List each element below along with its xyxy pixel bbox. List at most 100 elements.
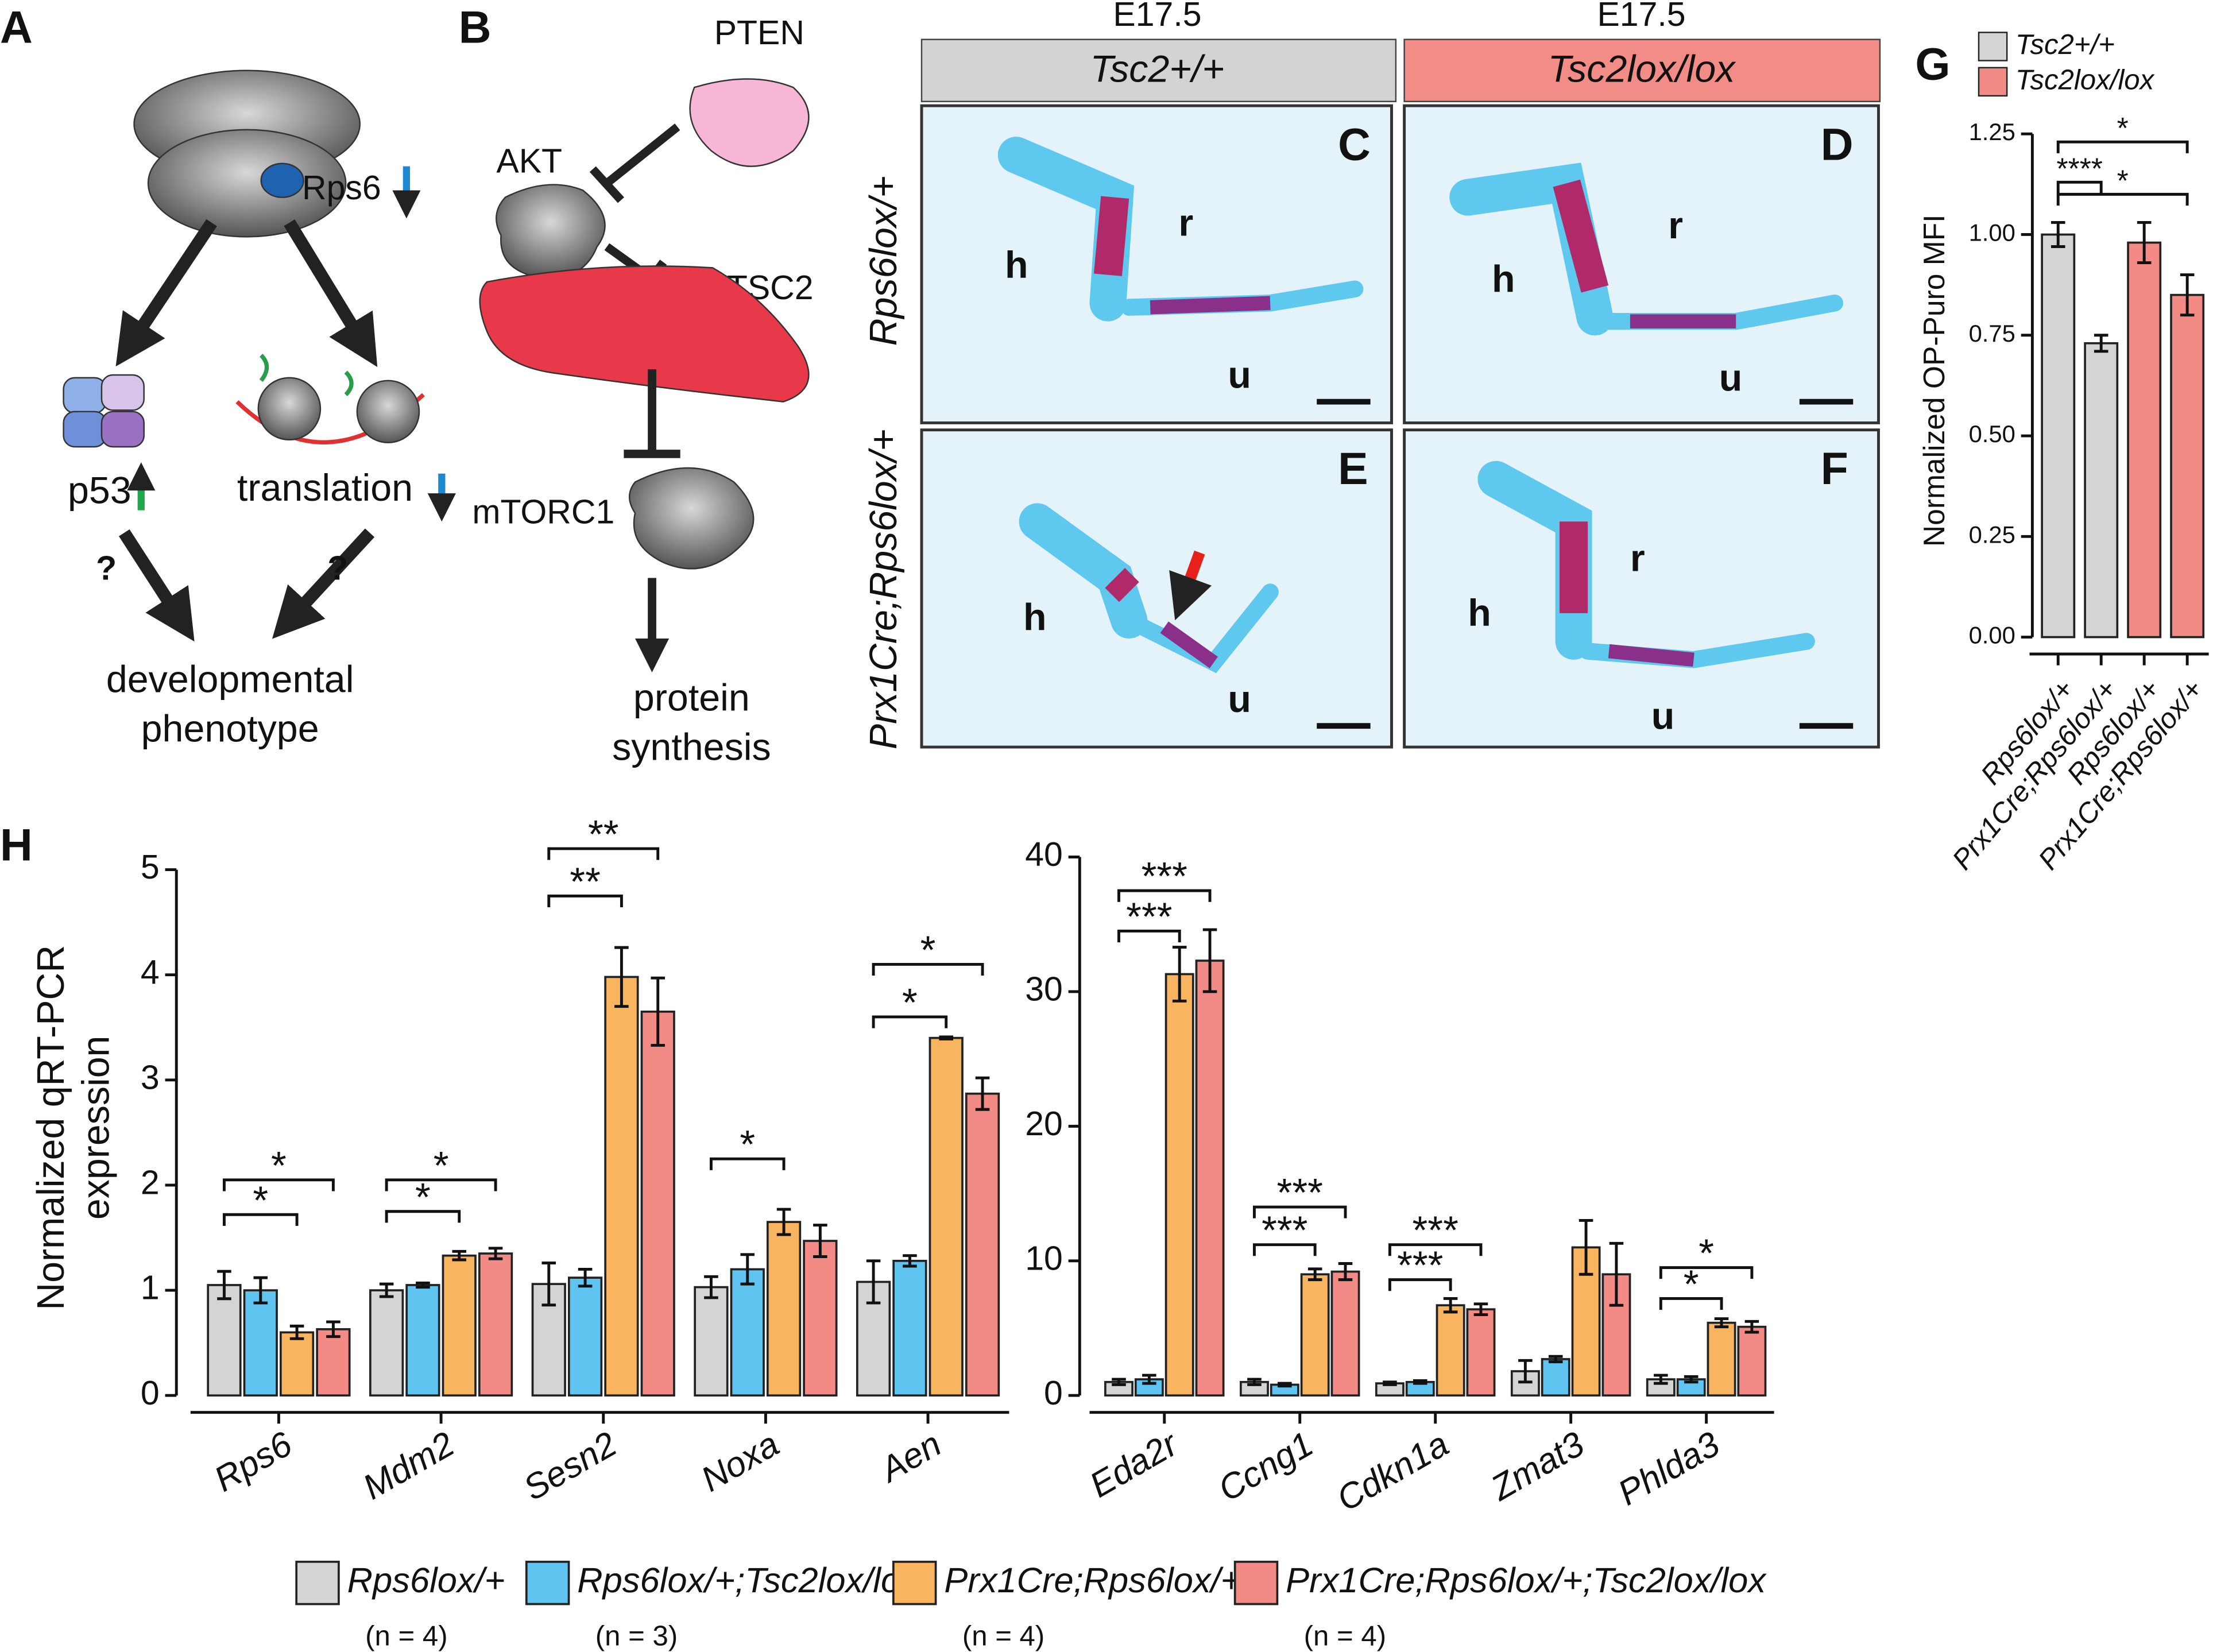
significance-label: * [253,1178,268,1222]
significance-bracket [1252,1243,1317,1256]
significance-bracket [385,1178,497,1191]
bone [1105,568,1139,602]
significance-label: *** [1413,1208,1458,1252]
legend-label: Rps6lox/+;Tsc2lox/lox [577,1561,919,1600]
image-frame [1403,104,1880,424]
y-tick-label: 5 [141,849,160,886]
significance-bracket [2056,192,2189,206]
bar [1571,1246,1601,1397]
sample-size: (n = 3) [595,1620,678,1651]
label: translation [237,467,413,509]
y-tick-label: 1 [141,1270,160,1307]
legend-label: Prx1Cre;Rps6lox/+ [944,1561,1241,1600]
significance-label: *** [1397,1243,1443,1287]
bar [928,1036,964,1397]
bar [604,976,639,1397]
node-label: PTEN [714,14,804,52]
y-tick-label: 2 [141,1164,160,1202]
row-label: Prx1Cre;Rps6lox/+ [862,429,905,749]
bone [1150,296,1271,315]
y-tick-label: 4 [141,954,160,991]
bar [2084,342,2119,639]
significance-bracket [872,962,984,976]
column-label: Tsc2lox/lox [1548,48,1737,91]
x-tick-label: Aen [872,1424,948,1491]
panels-c-f: E17.5 E17.5 Tsc2+/+ Tsc2lox/lox Rps6lox/… [862,0,1881,749]
bar [1436,1304,1465,1397]
label: p53 [68,470,131,512]
bone [1608,644,1694,667]
y-axis-label: expression [75,1036,118,1220]
y-tick-label: 3 [141,1059,160,1096]
bar [2041,233,2076,639]
significance-label: * [1684,1262,1699,1306]
legend-label: Rps6lox/+ [347,1561,505,1600]
stage-label: E17.5 [1597,0,1685,33]
bone [1553,179,1609,293]
image-frame [1403,428,1880,749]
bar [2127,241,2162,639]
significance-label: **** [2057,152,2103,185]
bone [1160,621,1218,668]
label: synthesis [612,726,771,768]
sample-size: (n = 4) [1304,1620,1386,1651]
bone-label: u [1228,354,1251,396]
panel-a: p53 translation Rps6 ? ? developmental p… [63,69,456,750]
bar [1541,1358,1570,1397]
arrow [1169,550,1212,621]
panel-label: G [1915,39,1950,90]
x-tick-label: Rps6 [207,1424,299,1500]
x-tick-label: Cdkn1a [1330,1424,1456,1519]
label: protein [633,677,750,719]
significance-bracket [1659,1266,1754,1279]
significance-label: * [902,981,918,1025]
significance-bracket [547,894,623,908]
y-tick-label: 0.25 [1969,521,2015,548]
bone-label: u [1651,695,1675,737]
y-tick-label: 40 [1025,836,1063,873]
significance-label: *** [1262,1208,1307,1252]
y-tick-label: 0.75 [1969,320,2015,347]
bone-label: h [1023,597,1047,639]
bone-label: r [1668,204,1683,247]
panel-b: PTEN AKT TSC2 mTORC1 protein synthesis [472,14,813,768]
bar [1195,960,1225,1397]
bar [1330,1270,1360,1397]
bar [369,1289,404,1397]
bar [1300,1273,1330,1397]
sample-size: (n = 4) [365,1620,447,1651]
bar [1164,973,1194,1397]
y-axis-label: Normalized qRT-PCR [30,945,72,1310]
significance-bracket [1659,1297,1723,1310]
bone-label: u [1719,357,1743,399]
x-tick-label: Ccng1 [1212,1424,1320,1509]
significance-bracket [1117,929,1181,943]
stage-label: E17.5 [1113,0,1201,33]
panel-label: D [1821,119,1854,170]
significance-label: *** [1277,1171,1323,1215]
significance-bracket [2056,140,2189,153]
y-tick-label: 10 [1025,1240,1063,1277]
panel-label: A [0,2,33,53]
label: ? [327,550,348,587]
x-tick-label: Zmat3 [1483,1424,1591,1509]
significance-label: *** [1126,895,1172,939]
label: developmental [106,659,354,701]
significance-bracket [1388,1278,1452,1291]
label: ? [96,550,117,587]
bar [1737,1325,1767,1397]
panel-label: B [459,2,492,53]
bar [207,1284,242,1397]
bar [316,1328,351,1397]
y-tick-label: 20 [1025,1105,1063,1143]
bar [803,1240,838,1397]
node-label: AKT [496,142,562,180]
row-label: Rps6lox/+ [862,176,905,346]
significance-label: *** [1142,854,1187,899]
legend-label: Tsc2lox/lox [2015,64,2155,95]
bar [567,1276,603,1397]
significance-label: * [434,1143,449,1187]
y-tick-label: 1.00 [1969,219,2015,246]
label: phenotype [141,708,319,750]
